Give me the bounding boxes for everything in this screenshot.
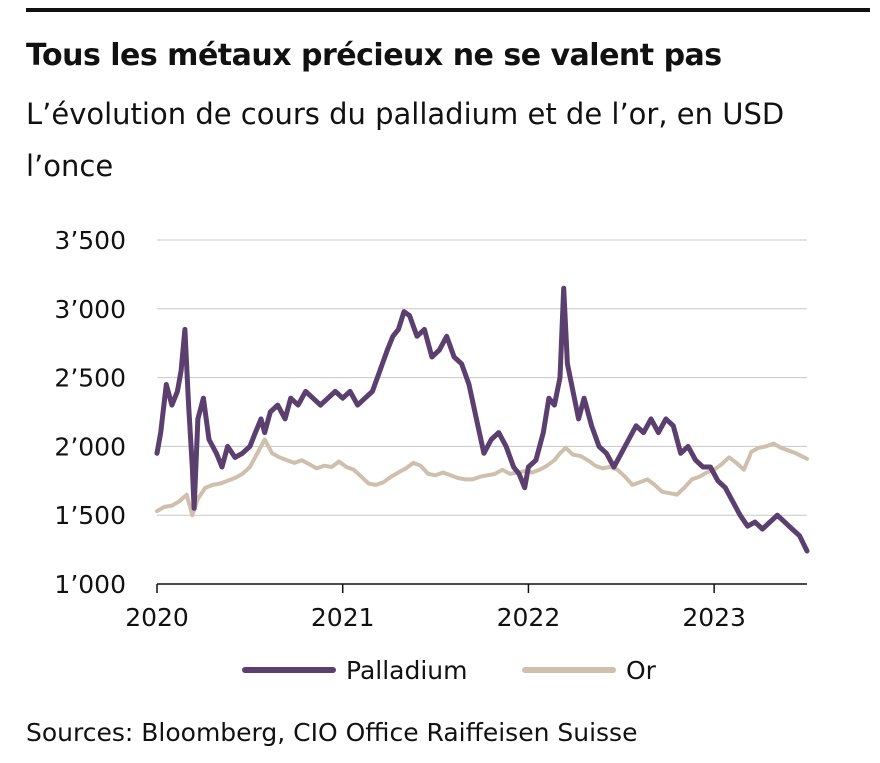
y-tick-label-4: 3’000 [54, 295, 126, 324]
x-tick-label-1: 2021 [311, 603, 375, 632]
top-rule [26, 8, 870, 12]
series-lines [154, 285, 810, 554]
gridlines [157, 239, 807, 516]
y-tick-label-2: 2’000 [54, 432, 126, 461]
chart-title: Tous les métaux précieux ne se valent pa… [26, 38, 722, 73]
y-tick-label-1: 1’500 [54, 501, 126, 530]
y-axis-tick-labels: 1’000 1’500 2’000 2’500 3’000 3’500 [54, 226, 126, 599]
x-tick-label-3: 2023 [682, 603, 746, 632]
series-line-or [155, 437, 809, 518]
source-note: Sources: Bloomberg, CIO Office Raiffeise… [26, 718, 638, 747]
chart-subtitle: L’évolution de cours du palladium et de … [26, 97, 785, 183]
x-axis: 2020 2021 2022 2023 [125, 583, 807, 632]
series-line-palladium [154, 285, 810, 554]
legend-label-or: Or [626, 656, 657, 685]
legend-label-palladium: Palladium [346, 656, 468, 685]
x-tick-label-0: 2020 [125, 603, 189, 632]
y-tick-label-0: 1’000 [54, 570, 126, 599]
y-tick-label-3: 2’500 [54, 364, 126, 393]
y-tick-label-5: 3’500 [54, 226, 126, 255]
x-tick-label-2: 2022 [497, 603, 561, 632]
legend: Palladium Or [242, 656, 657, 685]
